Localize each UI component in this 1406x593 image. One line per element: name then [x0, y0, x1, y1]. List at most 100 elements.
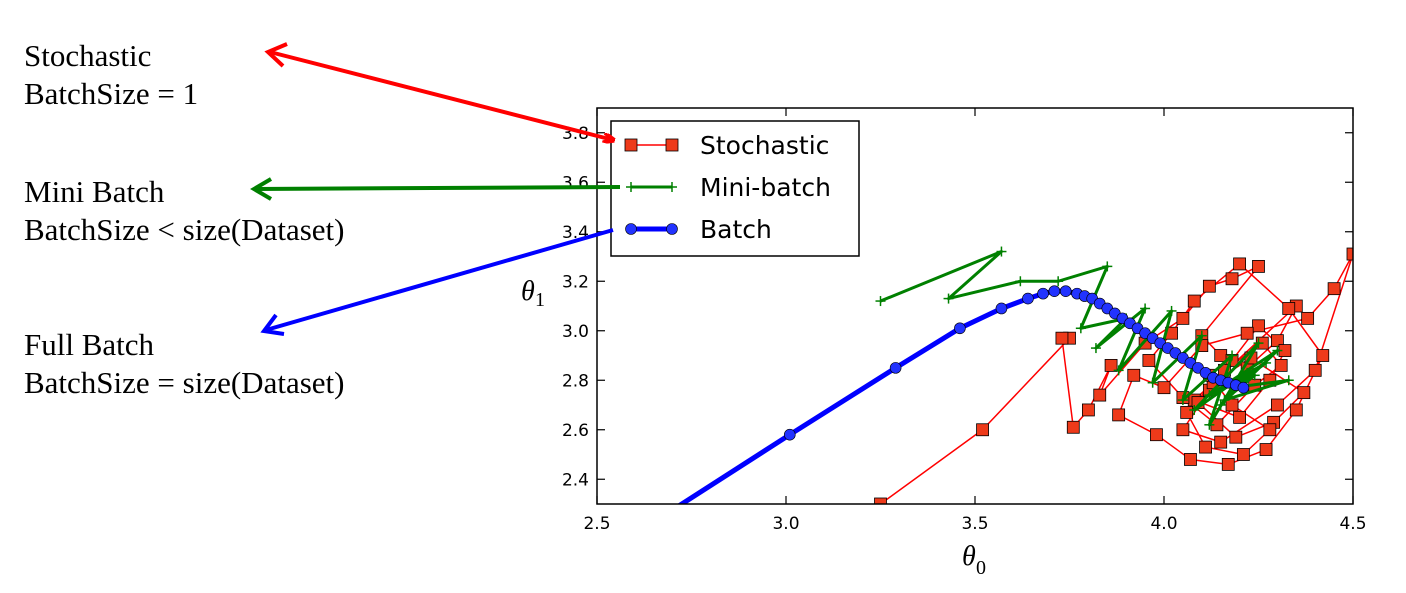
point-stochastic-7 [1093, 388, 1107, 402]
fullbatch-annotation-batchsize: BatchSize = size(Dataset) [24, 365, 345, 400]
series-line-stochastic [880, 253, 1353, 504]
point-mini-batch-4 [1053, 276, 1064, 287]
point-mini-batch-0 [875, 296, 886, 307]
legend-marker-start-stochastic [624, 138, 638, 152]
point-mini-batch-15 [1227, 350, 1238, 361]
point-mini-batch-23 [1261, 357, 1272, 368]
point-mini-batch-21 [1272, 345, 1283, 356]
point-mini-batch-16 [1204, 419, 1215, 430]
point-batch-1 [783, 428, 796, 441]
point-mini-batch-19 [1242, 367, 1253, 378]
point-mini-batch-14 [1177, 395, 1188, 406]
point-mini-batch-1 [996, 246, 1007, 257]
legend-marker-start-mini-batch [626, 182, 636, 192]
point-stochastic-63 [1263, 423, 1277, 437]
point-batch-8 [1059, 285, 1072, 297]
point-stochastic-36 [1112, 408, 1126, 422]
point-batch-3 [954, 322, 966, 335]
x-tick-label-3: 4.0 [1150, 514, 1177, 534]
x-tick-label-2: 3.5 [961, 514, 988, 534]
point-batch-2 [889, 362, 902, 374]
point-stochastic-9 [1176, 311, 1190, 325]
point-stochastic-44 [1233, 257, 1246, 271]
point-stochastic-51 [1274, 358, 1288, 372]
point-stochastic-6 [1104, 358, 1118, 372]
point-stochastic-0 [874, 497, 887, 504]
point-stochastic-25 [1176, 423, 1190, 437]
fullbatch-arrowhead [260, 313, 285, 336]
point-stochastic-31 [1301, 311, 1315, 325]
point-stochastic-14 [1214, 349, 1228, 362]
point-mini-batch-9 [1140, 303, 1151, 314]
point-batch-4 [995, 302, 1008, 315]
point-stochastic-34 [1157, 381, 1171, 395]
x-axis-label-sub: 0 [976, 557, 986, 579]
point-mini-batch-2 [943, 293, 954, 304]
point-stochastic-22 [1252, 319, 1265, 333]
legend: Stochastic Mini-batch Batch [610, 120, 860, 257]
point-stochastic-41 [1289, 403, 1303, 417]
point-stochastic-45 [1187, 294, 1201, 308]
point-stochastic-1 [976, 423, 989, 437]
point-mini-batch-6 [1075, 323, 1086, 334]
point-stochastic-5 [1082, 403, 1095, 417]
legend-marker-end-mini-batch [667, 182, 677, 192]
x-tick-label-1: 3.0 [772, 514, 799, 534]
point-stochastic-30 [1327, 282, 1341, 296]
point-stochastic-3 [1055, 331, 1069, 345]
point-mini-batch-3 [1015, 276, 1026, 287]
legend-marker-end-stochastic [665, 138, 679, 152]
point-stochastic-35 [1127, 368, 1141, 382]
x-tick-label-0: 2.5 [583, 514, 610, 534]
point-batch-5 [1022, 292, 1034, 305]
point-batch-31 [1237, 381, 1250, 394]
legend-marker-end-batch [666, 223, 678, 235]
point-mini-batch-8 [1090, 343, 1101, 354]
point-stochastic-47 [1142, 354, 1156, 367]
minibatch-arrowhead [250, 177, 273, 201]
series-batch [592, 285, 1250, 564]
legend-marker-start-batch [625, 223, 637, 235]
legend-label-stochastic: Stochastic [700, 131, 829, 160]
y-tick-label-4: 3.2 [562, 272, 589, 292]
point-stochastic-39 [1221, 457, 1235, 471]
point-stochastic-32 [1240, 326, 1254, 340]
point-stochastic-40 [1259, 443, 1273, 456]
y-tick-label-0: 2.4 [562, 470, 589, 490]
point-stochastic-43 [1282, 302, 1296, 315]
point-mini-batch-22 [1204, 390, 1215, 401]
point-stochastic-28 [1308, 363, 1322, 377]
stochastic-annotation-title: Stochastic [24, 38, 152, 73]
point-mini-batch-18 [1189, 404, 1200, 415]
point-stochastic-55 [1229, 430, 1243, 444]
point-batch-7 [1048, 285, 1061, 297]
fullbatch-arrow [265, 228, 614, 332]
point-stochastic-4 [1066, 420, 1080, 434]
minibatch-annotation: Mini Batch BatchSize < size(Dataset) [24, 173, 344, 249]
point-mini-batch-10 [1113, 365, 1124, 376]
fullbatch-annotation: Full Batch BatchSize = size(Dataset) [24, 326, 344, 402]
point-stochastic-61 [1199, 440, 1212, 454]
point-stochastic-10 [1202, 279, 1216, 293]
fullbatch-annotation-title: Full Batch [24, 327, 155, 362]
point-stochastic-37 [1150, 428, 1163, 442]
y-tick-label-6: 3.6 [562, 173, 589, 193]
y-axis-label: θ [521, 276, 535, 307]
point-mini-batch-26 [1219, 395, 1230, 406]
point-stochastic-26 [1214, 435, 1228, 449]
stochastic-annotation: Stochastic BatchSize = 1 [24, 37, 198, 113]
y-tick-label-3: 3.0 [562, 322, 589, 342]
legend-label-mini-batch: Mini-batch [700, 173, 831, 202]
point-mini-batch-11 [1166, 305, 1177, 316]
point-stochastic-12 [1252, 259, 1265, 273]
point-batch-0 [592, 553, 603, 564]
minibatch-annotation-batchsize: BatchSize < size(Dataset) [24, 212, 345, 247]
minibatch-annotation-title: Mini Batch [24, 174, 165, 209]
stochastic-arrow [269, 50, 613, 140]
y-axis-label-sub: 1 [535, 289, 545, 311]
point-stochastic-57 [1297, 386, 1311, 400]
point-stochastic-42 [1316, 349, 1330, 362]
y-tick-label-1: 2.6 [562, 421, 589, 441]
series-mini-batch [875, 246, 1294, 430]
legend-label-batch: Batch [700, 215, 772, 244]
